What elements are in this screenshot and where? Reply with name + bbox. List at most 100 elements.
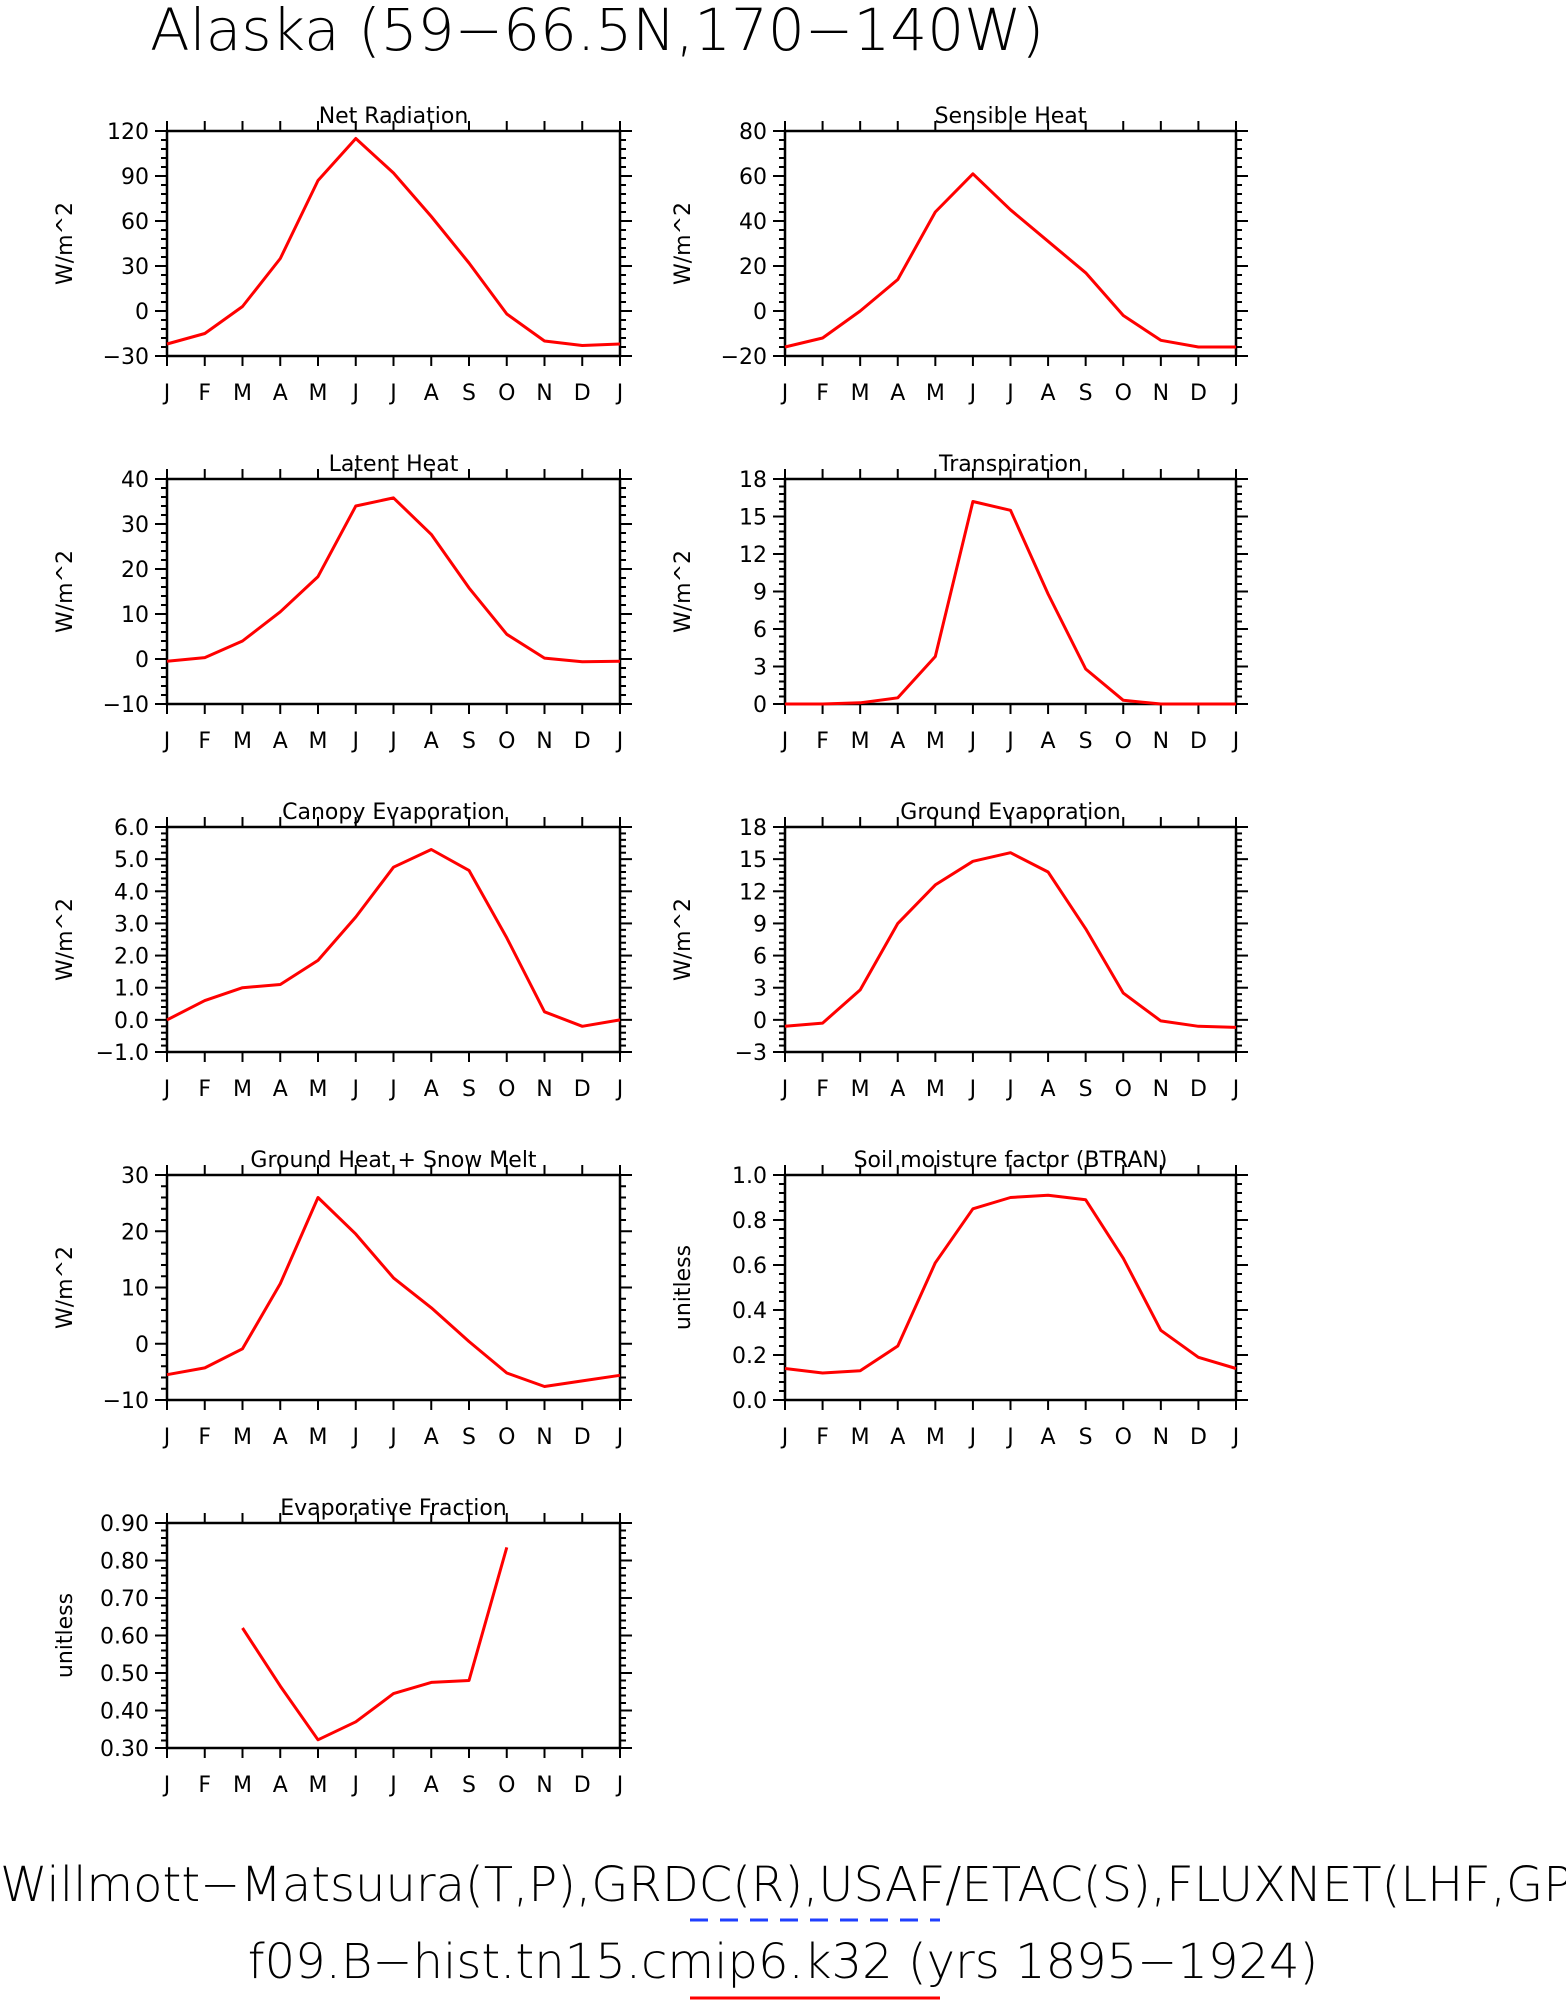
y-axis-label: W/m^2 [671,898,696,981]
x-tick-label: F [198,729,211,754]
x-tick-label: F [198,381,211,406]
y-tick-label: 0.40 [100,1700,149,1725]
series-line [166,1196,621,1388]
plot-frame [165,1173,622,1402]
series-line [784,1193,1237,1375]
x-tick-label: A [424,1425,439,1450]
plot-frame [165,1521,622,1750]
x-tick-label: D [1190,1425,1207,1450]
y-axis-label: W/m^2 [671,202,696,285]
y-tick-label: 20 [739,255,767,280]
x-tick-label: J [1005,381,1014,406]
x-tick-label: J [162,381,171,406]
x-tick-label: J [1005,1077,1014,1102]
x-tick-label: O [1115,729,1132,754]
y-tick-label: −10 [103,693,149,718]
y-tick-label: 0 [135,300,149,325]
y-tick-label: 0.2 [732,1344,767,1369]
series-line [166,848,621,1028]
x-tick-label: J [162,1425,171,1450]
footer-observations: Willmott−Matsuura(T,P),GRDC(R),USAF/ETAC… [0,1857,1566,1913]
x-tick-label: J [388,729,397,754]
y-tick-label: 20 [121,1220,149,1245]
x-tick-label: M [233,381,252,406]
y-tick-label: 40 [121,468,149,493]
y-tick-label: −10 [103,1389,149,1414]
x-tick-label: D [574,1425,591,1450]
series-line [241,1546,509,1742]
x-tick-label: A [890,1077,905,1102]
x-tick-label: D [1190,381,1207,406]
x-tick-label: J [615,1773,624,1798]
x-tick-label: S [1079,1077,1093,1102]
x-tick-label: M [309,381,328,406]
x-tick-label: J [968,1425,977,1450]
x-tick-label: J [615,1425,624,1450]
y-tick-label: 15 [739,848,767,873]
y-tick-label: 120 [107,120,149,145]
x-tick-label: D [1190,729,1207,754]
x-tick-label: F [198,1077,211,1102]
x-tick-label: A [1041,1425,1056,1450]
x-tick-label: N [536,381,552,406]
x-tick-label: S [462,729,476,754]
plot-frame [165,825,622,1054]
x-tick-label: J [780,1077,789,1102]
x-tick-label: D [574,381,591,406]
x-tick-label: A [424,1773,439,1798]
x-tick-label: J [351,1773,360,1798]
y-tick-label: 0.70 [100,1587,149,1612]
plot-frame [783,1173,1238,1402]
y-tick-label: 12 [739,880,767,905]
x-tick-label: J [968,729,977,754]
x-tick-label: M [926,381,945,406]
y-axis-label: W/m^2 [53,1246,78,1329]
x-tick-label: O [1115,1425,1132,1450]
y-tick-label: 5.0 [114,848,149,873]
x-tick-label: A [273,1425,288,1450]
x-tick-label: J [780,729,789,754]
x-tick-label: F [198,1773,211,1798]
x-tick-label: J [388,1425,397,1450]
y-tick-label: 6 [753,945,767,970]
x-tick-label: O [498,1425,515,1450]
x-tick-label: S [462,381,476,406]
plot-frame [783,825,1238,1054]
x-tick-label: S [462,1425,476,1450]
y-tick-label: 6.0 [114,816,149,841]
x-tick-label: J [1231,1077,1240,1102]
x-tick-label: A [1041,729,1056,754]
y-axis-label: W/m^2 [53,202,78,285]
x-tick-label: A [273,381,288,406]
figure-title: Alaska (59−66.5N,170−140W) [150,0,1044,64]
x-tick-label: M [851,381,870,406]
y-tick-label: 0.0 [732,1389,767,1414]
x-tick-label: N [536,1077,552,1102]
y-tick-label: 0.90 [100,1512,149,1537]
x-tick-label: A [890,381,905,406]
x-tick-label: F [816,1425,829,1450]
x-tick-label: F [198,1425,211,1450]
y-tick-label: 90 [121,165,149,190]
x-tick-label: A [273,1077,288,1102]
y-tick-label: 3 [753,656,767,681]
series-line [166,496,621,664]
y-tick-label: 3 [753,977,767,1002]
x-tick-label: M [309,1077,328,1102]
x-tick-label: J [162,729,171,754]
y-axis-label: W/m^2 [53,898,78,981]
x-tick-label: A [273,729,288,754]
y-tick-label: −30 [103,345,149,370]
x-tick-label: A [424,729,439,754]
x-tick-label: F [816,1077,829,1102]
x-tick-label: J [388,1773,397,1798]
x-tick-label: O [498,729,515,754]
x-tick-label: M [926,1077,945,1102]
y-tick-label: 40 [739,210,767,235]
x-tick-label: S [1079,1425,1093,1450]
x-tick-label: A [890,729,905,754]
y-tick-label: 30 [121,513,149,538]
y-tick-label: 9 [753,581,767,606]
